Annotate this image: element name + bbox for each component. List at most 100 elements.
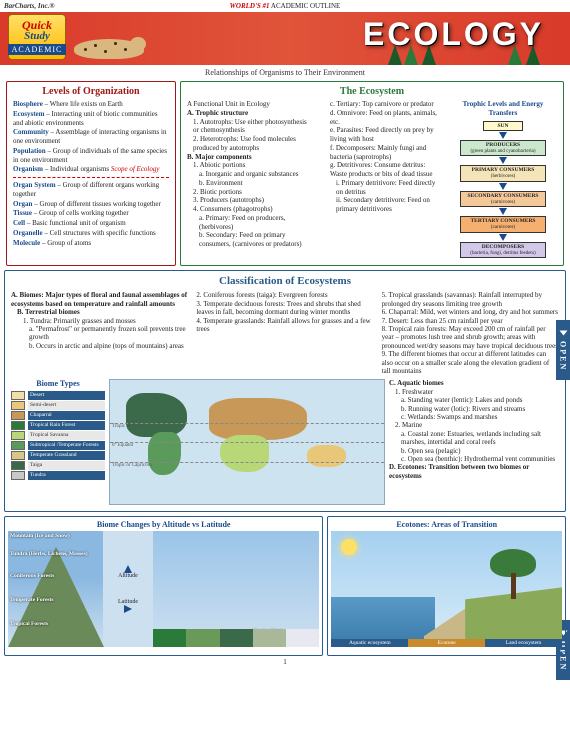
biome-types-title: Biome Types (11, 379, 105, 389)
classification-box: Classification of Ecosystems A. Biomes: … (4, 270, 566, 512)
classification-col3: 5. Tropical grasslands (savannas): Rainf… (382, 291, 559, 375)
latitude-line: Tropic of Cancer (110, 423, 384, 430)
ecosystem-line: a. Coastal zone: Estuaries, wetlands inc… (389, 430, 559, 447)
subtitle: Relationships of Organisms to Their Envi… (0, 65, 570, 81)
ecosystem-line: c. Wetlands: Swamps and marshes (389, 413, 559, 421)
level-definition: Organelle – Cell structures with specifi… (13, 229, 169, 238)
arrow-down-icon (499, 132, 507, 139)
scope-divider (13, 177, 169, 178)
ecosystem-line: B. Terrestrial biomes (11, 308, 188, 316)
biome-swatch (11, 461, 25, 470)
ecosystem-line: e. Parasites: Feed directly on prey by l… (318, 126, 443, 144)
ecosystem-line: a. Standing water (lentic): Lakes and po… (389, 396, 559, 404)
level-definition: Organ System – Group of different organs… (13, 181, 169, 199)
trophic-level-sun: SUN (483, 121, 523, 131)
ecosystem-line: c. Tertiary: Top carnivore or predator (318, 100, 443, 109)
levels-lower-list: Organ System – Group of different organs… (13, 181, 169, 247)
ecosystem-line: 4. Temperate grasslands: Rainfall allows… (196, 317, 373, 334)
biome-legend-row: Tropical Savanna (11, 431, 105, 440)
latitude-zone: Tundra (Herbs, Lichens, Mosses) (253, 531, 286, 647)
altitude-zone-label: Mountain (Ice and Snow) (10, 533, 70, 539)
classification-col3-cont: C. Aquatic biomes1. Freshwatera. Standin… (389, 379, 559, 480)
ecosystem-line: b. Occurs in arctic and alpine (tops of … (11, 342, 188, 350)
ecosystem-title: The Ecosystem (187, 86, 557, 97)
level-definition: Cell – Basic functional unit of organism (13, 219, 169, 228)
levels-of-organization-box: Levels of Organization Biosphere – Where… (6, 81, 176, 266)
publisher-brand: BarCharts, Inc.® (4, 0, 55, 12)
sun-icon (341, 539, 357, 555)
biome-label: Subtropical /Temperate Forests (28, 441, 105, 450)
trophic-level-sec: SECONDARY CONSUMERS(carnivores) (460, 191, 546, 208)
ecotone-title: Ecotones: Areas of Transition (331, 520, 562, 529)
ecosystem-line: 8. Tropical rain forests: May exceed 200… (382, 325, 559, 350)
biome-swatch (11, 451, 25, 460)
biome-legend-row: Temperate Grassland (11, 451, 105, 460)
ecosystem-line: g. Detritivores: Consume detritus: Waste… (318, 161, 443, 179)
quickstudy-line3: ACADEMIC (8, 44, 66, 55)
latitude-zones: Tropical ForestsTemperate ForestsConifer… (153, 531, 319, 647)
biome-legend-row: Semi-desert (11, 401, 105, 410)
latitude-zone: Coniferous Forests (220, 531, 253, 647)
latitude-zone: Tropical Forests (153, 531, 186, 647)
trophic-title: Trophic Levels and Energy Transfers (449, 100, 557, 118)
ecosystem-line: 3. Temperate deciduous forests: Trees an… (196, 300, 373, 317)
latitude-zone: Polar (Ice and Snow) (286, 531, 319, 647)
altitude-mountain: Mountain (Ice and Snow) Tundra (Herbs, Li… (8, 531, 103, 647)
top-tagline-2: ACADEMIC OUTLINE (270, 2, 341, 10)
classification-col1: A. Biomes: Major types of floral and fau… (11, 291, 188, 375)
ecosystem-line: a. Primary: Feed on producers, (herbivor… (187, 214, 312, 232)
open-tab[interactable]: OPEN (556, 320, 570, 380)
ecosystem-col1: A Functional Unit in EcologyA. Trophic s… (187, 100, 312, 259)
ecotone-label-aquatic: Aquatic ecosystem (331, 639, 408, 647)
biome-swatch (11, 431, 25, 440)
trophic-level-tert: TERTIARY CONSUMERS(carnivores) (460, 216, 546, 233)
altlat-title: Biome Changes by Altitude vs Latitude (8, 520, 319, 529)
altitude-latitude-box: Biome Changes by Altitude vs Latitude Mo… (4, 516, 323, 656)
altitude-zone-label: Temperate Forests (10, 597, 54, 603)
level-definition: Biosphere – Where life exists on Earth (13, 100, 169, 109)
ecosystem-line: 4. Consumers (phagotrophs) (187, 205, 312, 214)
altitude-zone-label: Tropical Forests (10, 621, 48, 627)
trophic-level-dec: DECOMPOSERS(bacteria, fungi, detritus fe… (460, 242, 546, 259)
ecosystem-line: b. Open sea (pelagic) (389, 447, 559, 455)
ecosystem-line: 6. Chaparral: Mild, wet winters and long… (382, 308, 559, 316)
biome-label: Tundra (28, 471, 105, 480)
ecosystem-line: ii. Secondary detritivore: Feed on prima… (318, 196, 443, 214)
tree-icon (490, 549, 536, 599)
ecotone-graphic: Aquatic ecosystem Ecotone Land ecosystem (331, 531, 562, 647)
ecosystem-line: A. Trophic structure (187, 109, 312, 118)
latitude-zone: Temperate Forests (186, 531, 219, 647)
levels-title: Levels of Organization (13, 86, 169, 97)
biome-legend-row: Desert (11, 391, 105, 400)
ecosystem-line: 1. Abiotic portions (187, 161, 312, 170)
biome-label: Desert (28, 391, 105, 400)
classification-title: Classification of Ecosystems (11, 275, 559, 288)
classification-col2: 2. Coniferous forests (taiga): Evergreen… (196, 291, 373, 375)
ecosystem-col2: c. Tertiary: Top carnivore or predatord.… (318, 100, 443, 259)
leopard-graphic (60, 29, 150, 65)
banner-top-bar: BarCharts, Inc.® WORLD'S #1 ACADEMIC OUT… (0, 0, 570, 12)
ecosystem-line: A Functional Unit in Ecology (187, 100, 312, 109)
trophic-level-prod: PRODUCERS(green plants and cyanobacteria… (460, 140, 546, 157)
ecosystem-line: i. Primary detritivore: Feed directly on… (318, 179, 443, 197)
biome-swatch (11, 411, 25, 420)
ecotone-label-land: Land ecosystem (485, 639, 562, 647)
ecosystem-line: 1. Freshwater (389, 388, 559, 396)
biome-legend-row: Taiga (11, 461, 105, 470)
biome-label: Taiga (28, 461, 105, 470)
top-tagline-1: WORLD'S #1 (230, 2, 270, 10)
ecosystem-line: b. Environment (187, 179, 312, 188)
ecosystem-line: f. Decomposers: Mainly fungi and bacteri… (318, 144, 443, 162)
biome-label: Chaparral (28, 411, 105, 420)
ecosystem-line: 5. Tropical grasslands (savannas): Rainf… (382, 291, 559, 308)
ecosystem-line: 2. Biotic portions (187, 188, 312, 197)
level-definition: Organ – Group of different tissues worki… (13, 200, 169, 209)
ecotone-box: Ecotones: Areas of Transition Aquatic ec… (327, 516, 566, 656)
ecosystem-line: d. Omnivore: Feed on plants, animals, et… (318, 109, 443, 127)
arrow-down-icon (499, 208, 507, 215)
biome-legend: Biome Types DesertSemi-desertChaparral Tr… (11, 379, 105, 481)
world-map: Tropic of Cancer0° EquatorTropic of Capr… (109, 379, 385, 505)
altitude-axis-label: Altitude (118, 573, 138, 579)
altitude-zone-label: Tundra (Herbs, Lichens, Mosses) (10, 551, 88, 557)
biome-label: Temperate Grassland (28, 451, 105, 460)
